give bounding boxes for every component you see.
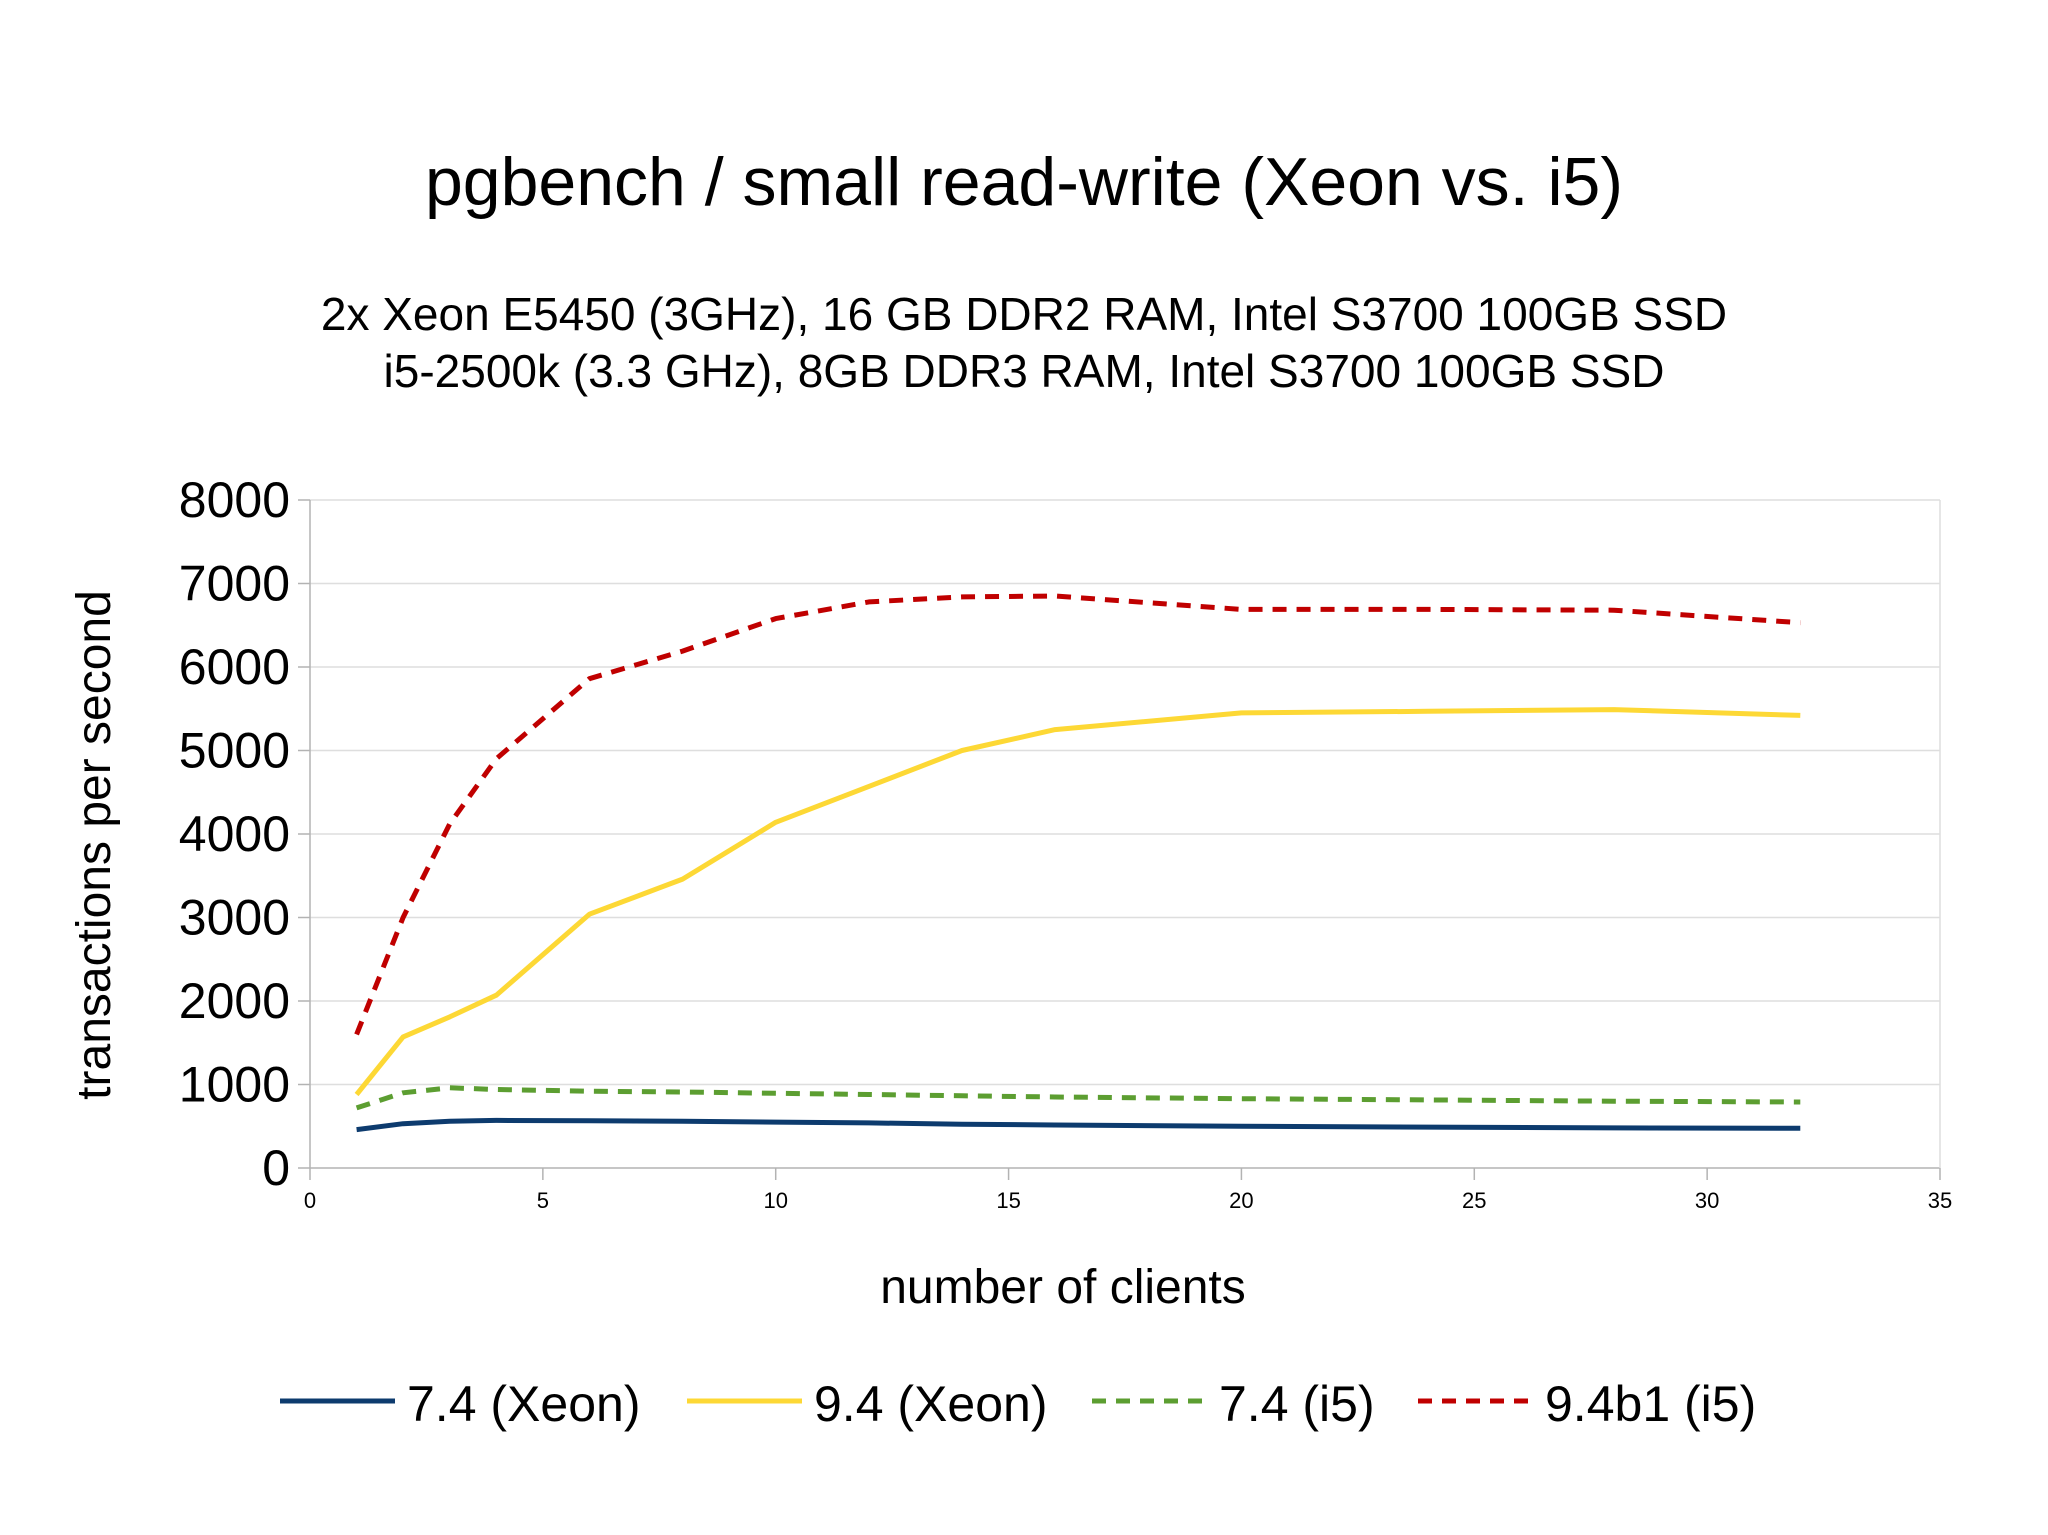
y-tick-label: 5000 bbox=[179, 723, 290, 779]
x-tick-label: 20 bbox=[1229, 1188, 1253, 1213]
chart-title: pgbench / small read-write (Xeon vs. i5) bbox=[425, 144, 1623, 220]
legend-label-3: 9.4b1 (i5) bbox=[1545, 1376, 1756, 1432]
x-tick-label: 25 bbox=[1462, 1188, 1486, 1213]
series-line-2 bbox=[355, 1085, 1801, 1111]
legend-label-2: 7.4 (i5) bbox=[1219, 1376, 1375, 1432]
x-tick-label: 5 bbox=[537, 1188, 549, 1213]
chart-subtitle-line-2: i5-2500k (3.3 GHz), 8GB DDR3 RAM, Intel … bbox=[384, 345, 1665, 397]
y-tick-label: 3000 bbox=[179, 890, 290, 946]
x-tick-label: 10 bbox=[763, 1188, 787, 1213]
x-tick-label: 15 bbox=[996, 1188, 1020, 1213]
y-tick-label: 7000 bbox=[179, 556, 290, 612]
series-line-3 bbox=[354, 593, 1801, 1036]
x-tick-label: 35 bbox=[1928, 1188, 1952, 1213]
legend-label-1: 9.4 (Xeon) bbox=[814, 1376, 1047, 1432]
series-line-0 bbox=[356, 1117, 1801, 1133]
x-tick-labels: 0 5 10 15 20 25 30 35 bbox=[304, 1188, 1952, 1213]
y-axis-label: transactions per second bbox=[68, 590, 121, 1100]
y-tick-label: 8000 bbox=[179, 472, 290, 528]
y-tick-label: 1000 bbox=[179, 1057, 290, 1113]
y-tick-label: 4000 bbox=[179, 806, 290, 862]
x-tick-label: 30 bbox=[1695, 1188, 1719, 1213]
x-axis-label: number of clients bbox=[880, 1261, 1246, 1314]
chart-subtitle-line-1: 2x Xeon E5450 (3GHz), 16 GB DDR2 RAM, In… bbox=[321, 288, 1727, 340]
legend: 7.4 (Xeon) 9.4 (Xeon) 7.4 (i5) 9.4b1 (i5) bbox=[280, 1376, 1756, 1432]
axes bbox=[298, 499, 1941, 1180]
y-tick-labels: 0 1000 2000 3000 4000 5000 6000 7000 8000 bbox=[179, 472, 290, 1196]
y-tick-label: 0 bbox=[262, 1140, 290, 1196]
legend-label-0: 7.4 (Xeon) bbox=[407, 1376, 640, 1432]
series-line-1 bbox=[354, 707, 1801, 1097]
x-tick-label: 0 bbox=[304, 1188, 316, 1213]
series-lines bbox=[354, 593, 1801, 1133]
y-tick-label: 2000 bbox=[179, 973, 290, 1029]
y-tick-label: 6000 bbox=[179, 639, 290, 695]
gridlines bbox=[310, 499, 1940, 1169]
